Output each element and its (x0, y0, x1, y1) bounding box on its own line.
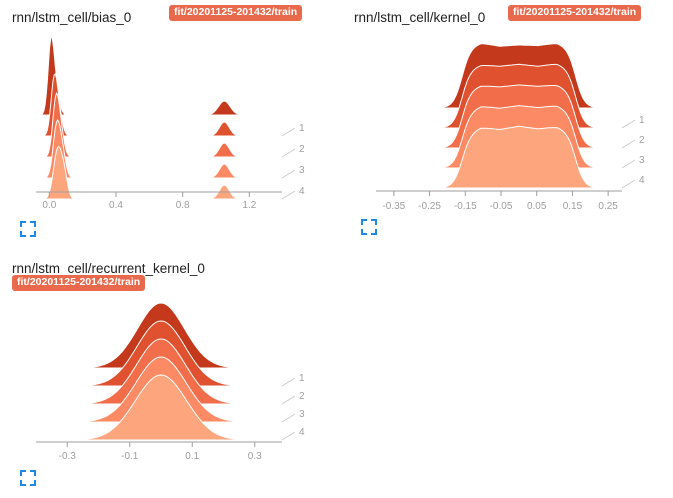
step-label-leader (281, 413, 296, 423)
expand-icon-glyph (361, 219, 377, 235)
step-label: 4 (299, 186, 305, 197)
run-tag: fit/20201125-201432/train (508, 5, 642, 21)
x-axis-tick-label: -0.35 (382, 201, 405, 212)
histogram-ridge-step-3 (36, 119, 286, 179)
step-label: 3 (299, 409, 305, 420)
run-tag: fit/20201125-201432/train (169, 5, 303, 21)
step-label: 2 (639, 135, 645, 146)
card-title: rnn/lstm_cell/bias_0 (12, 10, 132, 25)
run-tag: fit/20201125-201432/train (12, 275, 146, 291)
histogram-ridge-step-4 (36, 374, 286, 441)
fullscreen-expand-icon[interactable] (20, 221, 36, 237)
step-label-leader (621, 139, 636, 149)
histogram-card-recurrent-kernel: rnn/lstm_cell/recurrent_kernel_0 fit/202… (0, 255, 330, 498)
step-label: 3 (299, 165, 305, 176)
histogram-ridge-step-4 (376, 125, 626, 189)
step-label-leader (281, 148, 296, 158)
x-axis-tick-label: -0.1 (121, 451, 139, 462)
x-axis-tick-label: -0.25 (418, 201, 441, 212)
histogram-plot-kernel: 1 2 3 4 -0.35 -0.25 -0.15 -0.05 0.05 0.15 0.25 (376, 43, 645, 212)
x-axis-tick-label: -0.3 (59, 451, 77, 462)
step-label-leader (281, 377, 296, 387)
card-title: rnn/lstm_cell/kernel_0 (354, 10, 486, 25)
x-axis-tick-label: 0.0 (42, 200, 56, 211)
step-label: 1 (639, 115, 645, 126)
histogram-plot-bias: 1 2 3 4 0.0 0.4 0.8 1.2 (36, 35, 305, 211)
step-label: 1 (299, 123, 305, 134)
step-label: 2 (299, 144, 305, 155)
histogram-card-bias: rnn/lstm_cell/bias_0 fit/20201125-201432… (0, 0, 330, 245)
x-axis-tick-label: 0.4 (109, 200, 123, 211)
step-label-leader (281, 190, 296, 200)
step-label: 2 (299, 391, 305, 402)
x-axis-tick-label: 0.15 (563, 201, 583, 212)
histogram-card-kernel: rnn/lstm_cell/kernel_0 fit/20201125-2014… (340, 0, 673, 245)
step-label-leader (281, 169, 296, 179)
step-label-leader (281, 395, 296, 405)
step-label: 3 (639, 155, 645, 166)
step-label-leader (621, 119, 636, 129)
step-label: 4 (299, 427, 305, 438)
histogram-plot-recurrent-kernel: 1 2 3 4 -0.3 -0.1 0.1 0.3 (36, 302, 305, 462)
histogram-ridge-step-1 (36, 73, 286, 137)
step-label-leader (621, 179, 636, 189)
step-label-leader (281, 431, 296, 441)
x-axis-tick-label: 0.25 (598, 201, 618, 212)
x-axis-tick-label: 0.8 (176, 200, 190, 211)
step-label-leader (621, 159, 636, 169)
x-axis-tick-label: 0.3 (248, 451, 262, 462)
card-title: rnn/lstm_cell/recurrent_kernel_0 (12, 261, 205, 276)
x-axis-tick-label: 1.2 (242, 200, 256, 211)
expand-icon-glyph (20, 470, 36, 486)
expand-icon-glyph (20, 221, 36, 237)
x-axis-tick-label: 0.05 (527, 201, 547, 212)
histogram-ridge-step-2 (36, 92, 286, 158)
x-axis-tick-label: 0.1 (185, 451, 199, 462)
step-label: 4 (639, 175, 645, 186)
step-label-leader (281, 127, 296, 137)
x-axis-tick-label: -0.05 (490, 201, 513, 212)
fullscreen-expand-icon[interactable] (361, 219, 377, 235)
histogram-ridge-step-0 (36, 35, 286, 116)
x-axis-tick-label: -0.15 (454, 201, 477, 212)
fullscreen-expand-icon[interactable] (20, 470, 36, 486)
step-label: 1 (299, 373, 305, 384)
histogram-ridge-step-4 (36, 145, 286, 200)
